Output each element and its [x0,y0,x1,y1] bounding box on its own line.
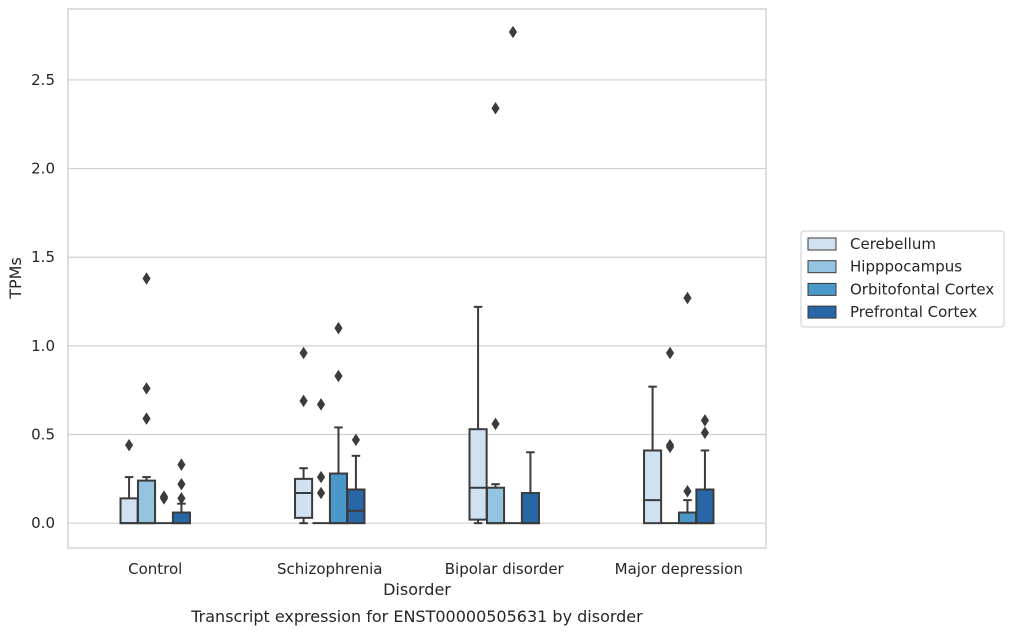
y-axis-label: TPMs [6,257,25,300]
legend-swatch [807,260,837,274]
outlier-point [299,394,308,408]
legend-swatch [807,305,837,319]
legend-swatch [807,282,837,296]
outlier-point [177,477,186,491]
box [485,486,506,525]
outlier-point [665,438,675,452]
outlier-point [177,458,186,471]
legend-swatch [807,237,837,251]
x-tick-label: Bipolar disorder [445,560,565,578]
y-tick-label: 1.5 [31,248,55,266]
outlier-point [142,412,151,425]
y-tick-label: 0.5 [31,426,55,444]
outlier-point [508,25,518,39]
legend-frame [800,230,1005,328]
box [119,497,139,525]
box-group [328,321,349,525]
outlier-point [142,382,151,395]
outlier-point [700,426,710,439]
outlier-point [700,414,710,427]
box-group [155,490,173,525]
box [346,488,366,525]
outlier-point [316,398,326,411]
plot-frame [67,8,767,549]
box-group [520,451,540,525]
box-group [643,385,663,525]
box [328,472,349,525]
box-group [136,272,157,525]
legend-label: Prefrontal Cortex [850,303,977,321]
box [520,492,540,525]
legend-label: Cerebellum [850,235,936,253]
outlier-point [683,291,692,305]
outlier-point [334,321,343,335]
x-tick-label: Schizophrenia [277,560,382,578]
legend-label: Orbitofontal Cortex [850,280,994,298]
outlier-point [665,346,675,360]
x-tick-label: Major depression [615,560,743,578]
legend-label: Hipppocampus [850,258,962,276]
box-group [695,414,715,525]
outlier-point [491,417,500,431]
box-group [294,346,314,525]
box-plot-series [119,25,715,525]
outlier-point [299,346,308,360]
box-group [468,305,488,525]
outlier-point [142,272,151,285]
y-tick-label: 1.0 [31,337,55,355]
box-group [346,433,366,525]
box [294,477,314,519]
box-group [312,398,330,525]
box-group [119,438,139,525]
outlier-point [683,485,692,498]
x-tick-label: Control [128,560,182,578]
box [468,428,488,521]
y-axis-ticks: 0.0 0.5 1.0 1.5 2.0 2.5 [31,71,55,532]
chart-caption: Transcript expression for ENST0000050563… [190,607,643,626]
box [695,488,715,525]
outlier-point [334,369,343,383]
box [171,511,191,525]
y-tick-label: 2.0 [31,160,55,178]
y-tick-label: 2.5 [31,71,55,89]
outlier-point [316,486,326,500]
outlier-point [124,438,134,452]
box [643,449,663,525]
box-group [677,291,698,525]
outlier-point [491,102,500,115]
outlier-point [351,433,361,447]
box-group [504,25,522,525]
legend: Cerebellum Hipppocampus Orbitofontal Corte… [800,230,1005,328]
box [677,511,698,525]
x-axis-label: Disorder [383,580,451,599]
x-axis-ticks: Control Schizophrenia Bipolar disorder Majo… [128,560,743,578]
box-group [661,346,679,525]
y-tick-label: 0.0 [31,514,55,532]
box-group [485,102,506,525]
box-group [171,458,191,525]
outlier-point [316,470,326,484]
outlier-point [159,490,169,503]
outlier-point [177,492,186,505]
box [136,479,157,525]
